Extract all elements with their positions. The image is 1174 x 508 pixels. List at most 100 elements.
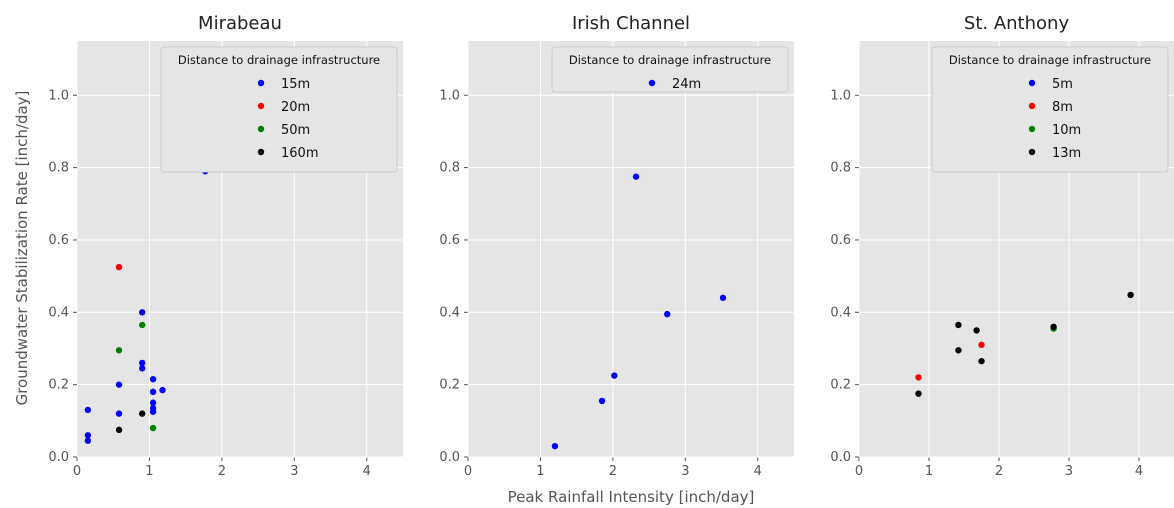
y-tick-label: 1.0 — [830, 88, 851, 103]
data-point-24m — [664, 310, 671, 318]
y-tick-label: 0.0 — [48, 450, 69, 465]
legend-label: 15m — [281, 77, 310, 92]
legend-label: 20m — [281, 100, 310, 115]
data-point-15m — [115, 410, 123, 417]
data-point-24m — [551, 442, 559, 450]
legend-title: Distance to drainage infrastructure — [949, 53, 1151, 67]
panel-0: 0 1 2 3 4 0.0 0.2 0.4 0.6 0.8 1.0 Mirabeau Distance … — [48, 13, 403, 479]
x-tick-label: 3 — [290, 464, 298, 479]
legend — [160, 46, 398, 173]
data-point-15m — [84, 437, 92, 444]
y-tick-label: 0.4 — [830, 305, 851, 320]
legend-label: 50m — [281, 123, 310, 138]
data-point-160m — [115, 426, 123, 434]
legend — [931, 46, 1169, 173]
legend-marker — [1028, 148, 1036, 156]
y-tick-label: 0.4 — [48, 305, 69, 320]
data-point-13m — [955, 321, 962, 329]
data-point-8m — [915, 374, 922, 381]
legend-title: Distance to drainage infrastructure — [178, 53, 380, 67]
y-tick-label: 0.2 — [48, 378, 69, 393]
data-point-50m — [149, 424, 157, 432]
legend-marker — [257, 79, 265, 87]
data-point-13m — [915, 390, 922, 397]
x-tick-label: 4 — [754, 464, 762, 479]
y-tick-label: 0.0 — [830, 450, 851, 465]
data-point-20m — [115, 263, 123, 271]
y-tick-label: 0.2 — [439, 378, 460, 393]
legend-marker — [257, 148, 265, 156]
legend-marker — [1028, 79, 1036, 87]
data-point-15m — [115, 381, 123, 388]
y-axis-label: Groundwater Stabilization Rate [inch/day… — [13, 91, 31, 406]
data-point-13m — [1050, 323, 1057, 330]
y-tick-label: 0.8 — [439, 161, 460, 176]
legend — [551, 46, 789, 93]
data-point-50m — [139, 321, 146, 329]
x-tick-label: 0 — [464, 464, 472, 479]
legend-label: 10m — [1052, 123, 1081, 138]
data-point-15m — [84, 406, 92, 414]
data-point-13m — [955, 347, 962, 354]
y-tick-label: 0.8 — [48, 161, 69, 176]
legend-marker — [1028, 102, 1036, 110]
x-tick-label: 2 — [995, 464, 1003, 479]
x-tick-label: 1 — [145, 464, 153, 479]
x-tick-label: 3 — [1065, 464, 1073, 479]
data-point-13m — [978, 357, 985, 365]
legend-label: 160m — [281, 146, 318, 161]
legend-marker — [257, 102, 265, 110]
data-point-50m — [115, 347, 123, 354]
y-tick-label: 0.6 — [48, 233, 69, 248]
data-point-15m — [149, 399, 157, 406]
y-tick-label: 0.0 — [439, 450, 460, 465]
legend-marker — [1028, 125, 1036, 133]
data-point-15m — [149, 408, 157, 415]
x-tick-label: 2 — [218, 464, 226, 479]
data-point-13m — [1127, 291, 1134, 299]
x-tick-label: 1 — [536, 464, 544, 479]
data-point-15m — [139, 359, 146, 367]
data-point-24m — [611, 372, 618, 379]
legend-label: 8m — [1052, 100, 1073, 115]
legend-label: 24m — [672, 77, 701, 92]
panel-2: 0 1 2 3 4 0.0 0.2 0.4 0.6 0.8 1.0 St. Anthony Distan… — [830, 13, 1174, 479]
data-point-8m — [978, 341, 985, 349]
y-tick-label: 0.2 — [830, 378, 851, 393]
y-tick-label: 0.8 — [830, 161, 851, 176]
legend-title: Distance to drainage infrastructure — [569, 53, 771, 67]
panel-title: Mirabeau — [198, 13, 282, 34]
y-tick-label: 1.0 — [48, 88, 69, 103]
x-tick-label: 2 — [609, 464, 617, 479]
data-point-13m — [973, 327, 980, 334]
legend-label: 13m — [1052, 146, 1081, 161]
data-point-24m — [719, 294, 727, 302]
y-tick-label: 0.6 — [830, 233, 851, 248]
data-point-15m — [149, 388, 157, 396]
x-axis-label: Peak Rainfall Intensity [inch/day] — [508, 488, 755, 506]
data-point-15m — [84, 432, 92, 439]
data-point-15m — [139, 309, 146, 316]
x-tick-label: 1 — [925, 464, 933, 479]
x-tick-label: 4 — [1135, 464, 1143, 479]
x-tick-label: 4 — [363, 464, 371, 479]
data-point-24m — [632, 173, 640, 180]
y-tick-label: 0.6 — [439, 233, 460, 248]
data-point-15m — [159, 386, 166, 394]
data-point-15m — [149, 376, 157, 383]
legend-marker — [648, 79, 656, 87]
plot-area — [468, 41, 794, 457]
y-tick-label: 0.4 — [439, 305, 460, 320]
legend-marker — [257, 125, 265, 133]
panel-title: St. Anthony — [964, 13, 1070, 34]
data-point-24m — [598, 397, 606, 405]
y-tick-label: 1.0 — [439, 88, 460, 103]
data-point-15m — [139, 365, 146, 372]
panel-1: 0 1 2 3 4 0.0 0.2 0.4 0.6 0.8 1.0 Irish Channel Dist… — [439, 13, 794, 479]
data-point-160m — [139, 410, 146, 417]
x-tick-label: 3 — [681, 464, 689, 479]
panel-title: Irish Channel — [572, 13, 690, 34]
legend-label: 5m — [1052, 77, 1073, 92]
x-tick-label: 0 — [73, 464, 81, 479]
